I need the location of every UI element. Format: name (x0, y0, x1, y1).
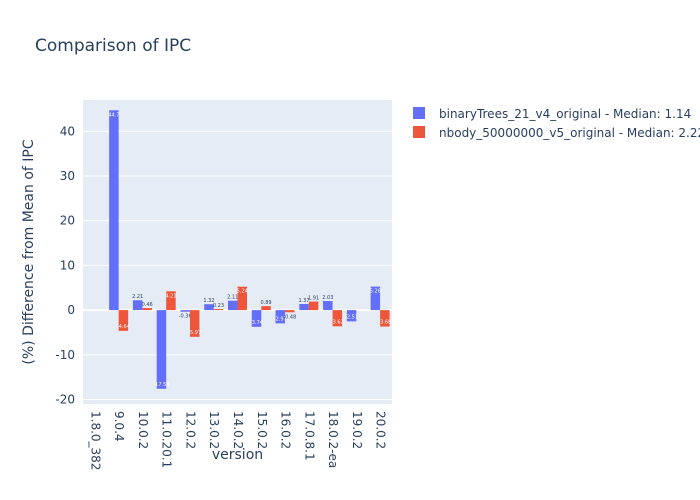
x-tick-label: 10.0.2 (136, 411, 150, 449)
bar-label: 5.24 (237, 289, 248, 295)
bar[interactable] (189, 310, 200, 337)
bar[interactable] (251, 310, 262, 327)
legend-label: binaryTrees_21_v4_original - Median: 1.1… (439, 107, 691, 121)
bar-label: 44.7 (108, 112, 119, 118)
bar[interactable] (118, 310, 129, 331)
legend-label: nbody_50000000_v5_original - Median: 2.2… (439, 126, 700, 140)
bar[interactable] (285, 310, 295, 313)
bar[interactable] (213, 309, 224, 311)
bar-label: -0.48 (283, 314, 296, 320)
bar-label: 4.21 (165, 293, 176, 299)
legend[interactable]: binaryTrees_21_v4_original - Median: 1.1… (413, 107, 700, 140)
x-tick-label: 20.0.2 (374, 411, 388, 449)
bar-label: 5.26 (370, 289, 381, 295)
y-tick-label: 20 (60, 214, 75, 228)
chart-title: Comparison of IPC (35, 36, 191, 56)
bar[interactable] (204, 304, 214, 311)
x-tick-label: 13.0.2 (207, 411, 221, 449)
bar-label: -0.36 (179, 314, 192, 320)
bar[interactable] (166, 291, 176, 311)
x-tick-label: 19.0.2 (350, 411, 364, 449)
x-axis-title: version (212, 447, 263, 463)
y-axis-title: (%) Difference from Mean of IPC (21, 139, 37, 364)
x-tick-label: 12.0.2 (183, 411, 197, 449)
bar-label: 0.23 (213, 303, 224, 309)
x-tick-label: 18.0.2-ea (326, 411, 340, 468)
bar-label: 1.37 (298, 298, 309, 304)
x-tick-label: 9.0.4 (112, 411, 126, 442)
bar-label: -3.74 (250, 320, 263, 326)
y-tick-label: 40 (60, 124, 75, 138)
x-axis-ticks: 1.8.0_382 9.0.4 10.0.2 11.0.20.1 12.0.2 13.0.… (88, 411, 387, 470)
bar[interactable] (227, 300, 238, 311)
bar-label: 1.32 (203, 298, 214, 304)
y-tick-label: -10 (55, 348, 75, 362)
bar[interactable] (308, 301, 319, 311)
bar[interactable] (370, 286, 381, 311)
bar-label: 0.89 (260, 300, 271, 306)
x-tick-label: 15.0.2 (255, 411, 269, 449)
bar-label: 2.21 (132, 294, 143, 300)
bar-label: 1.91 (308, 296, 319, 302)
x-tick-label: 11.0.20.1 (160, 411, 174, 468)
y-axis-ticks: -20 -10 0 10 20 30 40 (55, 124, 75, 406)
y-tick-label: -20 (55, 393, 75, 407)
legend-item[interactable]: nbody_50000000_v5_original - Median: 2.2… (413, 126, 700, 140)
bar[interactable] (109, 110, 119, 311)
x-tick-label: 16.0.2 (279, 411, 293, 449)
bar[interactable] (156, 310, 167, 389)
y-tick-label: 30 (60, 169, 75, 183)
bar[interactable] (237, 286, 248, 311)
bar-label: -3.62 (331, 319, 344, 325)
bar[interactable] (261, 306, 271, 311)
bar-label: 2.11 (227, 295, 238, 301)
bar-label: -2.97 (274, 316, 287, 322)
y-tick-label: 10 (60, 258, 75, 272)
x-tick-label: 17.0.8.1 (302, 411, 316, 461)
bar-label: -3.68 (378, 320, 391, 326)
bars-group: 44.7 2.21 -17.59 -0.36 1.32 2.11 -3.74 -2.97 1.3… (108, 110, 391, 389)
x-tick-label: 1.8.0_382 (88, 411, 102, 470)
bar[interactable] (380, 310, 390, 327)
bar[interactable] (299, 303, 309, 311)
bar-label: 2.03 (322, 295, 333, 301)
bar-label: -2.51 (345, 314, 358, 320)
legend-item[interactable]: binaryTrees_21_v4_original - Median: 1.1… (413, 107, 691, 121)
bar[interactable] (275, 310, 286, 324)
bar-label: -5.97 (188, 330, 201, 336)
bar[interactable] (332, 310, 343, 327)
bar-label: 0.46 (142, 302, 153, 308)
legend-swatch (413, 107, 425, 119)
y-tick-label: 0 (67, 303, 75, 317)
x-tick-label: 14.0.2 (231, 411, 245, 449)
bar-label: -4.64 (117, 324, 130, 330)
bar[interactable] (132, 300, 143, 311)
bar[interactable] (323, 301, 333, 311)
bar[interactable] (180, 310, 190, 312)
legend-swatch (413, 126, 425, 138)
bar-label: -17.59 (153, 382, 169, 388)
bar[interactable] (346, 310, 357, 322)
plot-area (83, 100, 392, 404)
bar[interactable] (142, 308, 152, 311)
